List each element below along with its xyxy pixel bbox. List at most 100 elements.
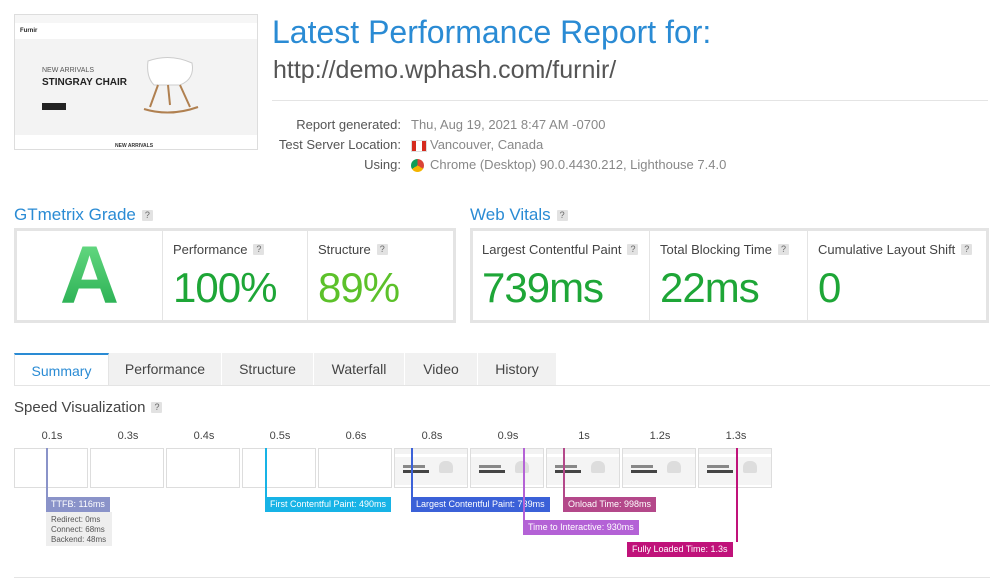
metric-value: 89% xyxy=(318,264,400,311)
time-label: 0.9s xyxy=(497,430,519,442)
thumb-chair xyxy=(143,57,199,114)
frame-text xyxy=(631,470,657,473)
speed-title-text: Speed Visualization xyxy=(14,399,146,416)
tab[interactable]: Summary xyxy=(14,353,109,385)
frame-header xyxy=(623,449,695,454)
time-label: 0.4s xyxy=(193,430,215,442)
help-icon[interactable]: ? xyxy=(253,244,265,255)
detail-value: Vancouver, Canada xyxy=(430,137,544,152)
metric-label: Largest Contentful Paint? xyxy=(482,242,639,257)
grade-title: GTmetrix Grade? xyxy=(14,205,153,225)
marker-label: Time to Interactive: 930ms xyxy=(523,520,639,535)
detail-label: Test Server Location: xyxy=(278,137,401,152)
metric-label-text: Total Blocking Time xyxy=(660,242,772,257)
time-label: 0.6s xyxy=(345,430,367,442)
marker-label: Largest Contentful Paint: 739ms xyxy=(411,497,550,512)
detail-label: Report generated: xyxy=(296,117,401,132)
marker-line xyxy=(411,448,413,497)
metric-label: Structure? xyxy=(318,242,388,257)
filmstrip-frame xyxy=(318,448,392,488)
thumb-hero xyxy=(15,39,257,135)
metric-label-text: Largest Contentful Paint xyxy=(482,242,622,257)
frame-text xyxy=(707,470,733,473)
vitals-title-text: Web Vitals xyxy=(470,205,551,224)
time-label: 0.3s xyxy=(117,430,139,442)
flag-icon xyxy=(411,140,427,152)
help-icon[interactable]: ? xyxy=(961,244,973,255)
grade-title-text: GTmetrix Grade xyxy=(14,205,136,224)
time-label: 1.2s xyxy=(649,430,671,442)
tab[interactable]: Performance xyxy=(109,353,222,385)
frame-text xyxy=(555,470,581,473)
metric-cell: Largest Contentful Paint? 739ms xyxy=(472,231,649,320)
filmstrip-frame xyxy=(90,448,164,488)
help-icon[interactable]: ? xyxy=(151,402,163,413)
frame-chair xyxy=(743,461,757,473)
filmstrip-frame xyxy=(546,448,620,488)
metric-cell: Performance? 100% xyxy=(162,231,308,320)
filmstrip-frame xyxy=(622,448,696,488)
grade-box: A Performance? 100% Structure? 89% xyxy=(14,228,456,323)
filmstrip-frame xyxy=(242,448,316,488)
time-label: 1s xyxy=(578,430,590,442)
marker-line xyxy=(46,448,48,497)
time-label: 1.3s xyxy=(725,430,747,442)
grade-letter: A xyxy=(59,230,120,321)
speed-title: Speed Visualization? xyxy=(14,399,163,416)
marker-label: TTFB: 116ms xyxy=(46,497,110,512)
metric-label: Cumulative Layout Shift? xyxy=(818,242,973,257)
metric-value: 100% xyxy=(173,264,277,311)
metric-cell: Cumulative Layout Shift? 0 xyxy=(807,231,988,320)
metric-label-text: Structure xyxy=(318,242,371,257)
metric-value: 0 xyxy=(818,264,841,311)
vitals-title: Web Vitals? xyxy=(470,205,568,225)
ttfb-breakdown: Redirect: 0ms Connect: 68ms Backend: 48ms xyxy=(46,512,112,546)
metric-value: 739ms xyxy=(482,264,604,311)
marker-label: Onload Time: 998ms xyxy=(563,497,657,512)
frame-header xyxy=(471,449,543,454)
metric-label-text: Cumulative Layout Shift xyxy=(818,242,956,257)
marker-line xyxy=(265,448,267,497)
metric-label-text: Performance xyxy=(173,242,248,257)
frame-text xyxy=(707,465,729,468)
frame-header xyxy=(547,449,619,454)
frame-text xyxy=(555,465,577,468)
frame-chair xyxy=(515,461,529,473)
tabs-baseline xyxy=(14,385,990,386)
frame-chair xyxy=(667,461,681,473)
report-url: http://demo.wphash.com/furnir/ xyxy=(273,56,617,84)
chrome-icon xyxy=(411,159,424,172)
marker-line xyxy=(736,448,738,542)
marker-label: Fully Loaded Time: 1.3s xyxy=(627,542,733,557)
filmstrip-frame xyxy=(14,448,88,488)
help-icon[interactable]: ? xyxy=(778,244,789,255)
time-label: 0.1s xyxy=(41,430,63,442)
ttfb-item: Redirect: 0ms xyxy=(51,515,101,524)
frame-text xyxy=(403,465,425,468)
help-icon[interactable]: ? xyxy=(627,244,639,255)
separator xyxy=(272,100,988,101)
filmstrip-frame xyxy=(166,448,240,488)
help-icon[interactable]: ? xyxy=(556,210,568,221)
marker-label: First Contentful Paint: 490ms xyxy=(265,497,392,512)
frame-header xyxy=(395,449,467,454)
frame-header xyxy=(699,449,771,454)
metric-label: Performance? xyxy=(173,242,265,257)
metric-value: 22ms xyxy=(660,264,760,311)
site-thumbnail: Furnir NEW ARRIVALS STINGRAY CHAIR NEW A… xyxy=(14,14,258,150)
tab[interactable]: Structure xyxy=(222,353,314,385)
report-title: Latest Performance Report for: xyxy=(272,14,712,50)
frame-text xyxy=(479,470,505,473)
detail-value: Chrome (Desktop) 90.0.4430.212, Lighthou… xyxy=(430,157,727,172)
tab[interactable]: Video xyxy=(405,353,478,385)
tab[interactable]: Waterfall xyxy=(314,353,405,385)
marker-line xyxy=(523,448,525,520)
help-icon[interactable]: ? xyxy=(141,210,153,221)
ttfb-item: Backend: 48ms xyxy=(51,535,107,544)
metric-cell: Structure? 89% xyxy=(307,231,454,320)
thumb-section: NEW ARRIVALS xyxy=(115,143,154,149)
help-icon[interactable]: ? xyxy=(376,244,388,255)
marker-line xyxy=(563,448,565,497)
tab[interactable]: History xyxy=(478,353,557,385)
